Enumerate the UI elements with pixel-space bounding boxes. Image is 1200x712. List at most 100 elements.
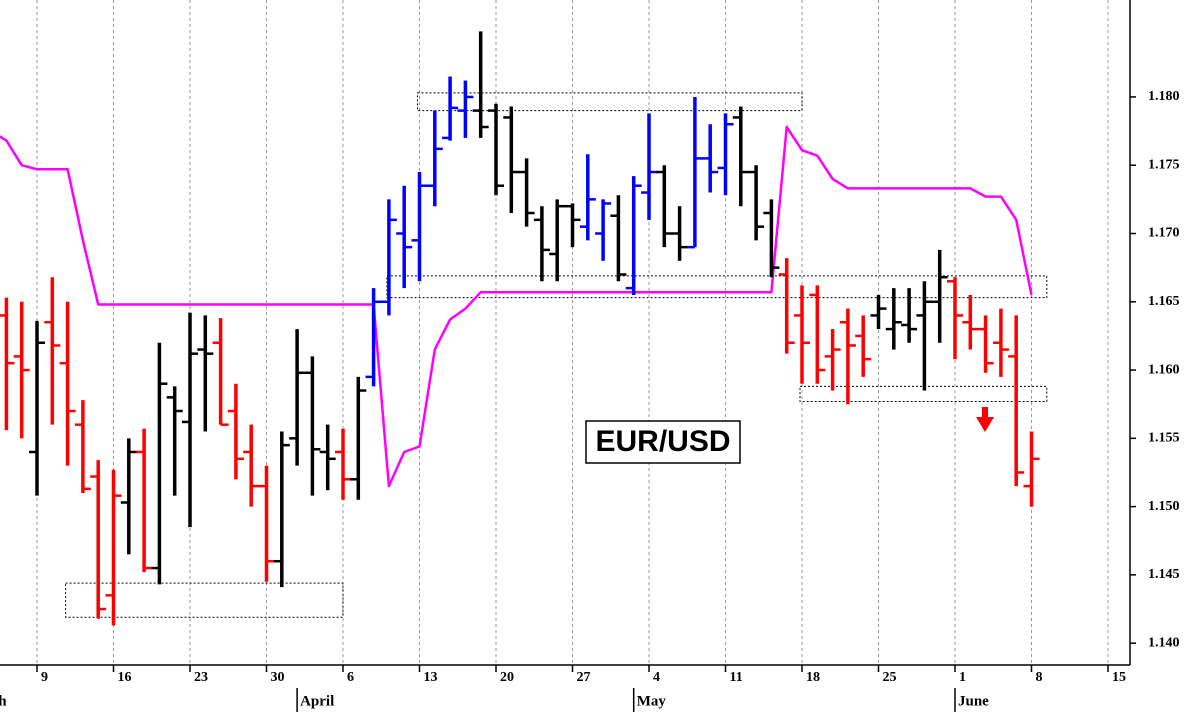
ohlc-bar — [1023, 431, 1040, 507]
ohlc-bar — [304, 356, 321, 496]
ohlc-bar — [503, 106, 520, 214]
y-tick-label: 1.180 — [1148, 89, 1180, 104]
x-tick-label: 8 — [1036, 670, 1043, 685]
ohlc-bar — [488, 103, 504, 196]
y-tick-label: 1.150 — [1148, 499, 1180, 514]
ohlc-bar — [763, 199, 780, 278]
ohlc-bar — [901, 288, 918, 343]
ohlc-bar — [44, 277, 61, 425]
ohlc-bar — [579, 154, 596, 241]
x-tick-label: 11 — [730, 670, 743, 685]
range-box — [417, 92, 803, 112]
ohlc-bar — [319, 424, 336, 491]
x-tick-label: 23 — [194, 670, 208, 685]
y-tick-label: 1.175 — [1148, 157, 1180, 172]
ohlc-bar — [380, 199, 397, 316]
ohlc-bar — [13, 301, 30, 439]
indicator-line — [0, 125, 1033, 488]
ohlc-bar — [595, 199, 612, 261]
ohlc-bar — [824, 329, 841, 391]
ohlc-bar — [59, 301, 76, 466]
range-box — [799, 385, 1048, 402]
x-tick-label: 9 — [41, 670, 48, 685]
ohlc-bar — [702, 124, 719, 193]
y-tick-label: 1.140 — [1148, 635, 1180, 650]
ohlc-bar — [641, 113, 657, 220]
ohlc-bar — [656, 165, 673, 248]
y-tick-label: 1.145 — [1148, 567, 1180, 582]
ohlc-bar — [809, 285, 826, 384]
ohlc-bar — [411, 172, 428, 282]
x-tick-label: 4 — [653, 670, 660, 685]
ohlc-bar — [120, 438, 137, 555]
ohlc-bar — [197, 315, 214, 432]
ohlc-bar — [962, 294, 979, 350]
ohlc-bar — [947, 277, 963, 360]
x-tick-label: 6 — [347, 670, 354, 685]
ohlc-bar — [839, 308, 856, 405]
ohlc-bar — [396, 185, 413, 289]
ohlc-bar — [916, 281, 933, 391]
arrow — [976, 407, 994, 432]
ohlc-bar — [243, 424, 260, 507]
ohlc-bar — [564, 203, 581, 248]
ohlc-bar — [258, 465, 275, 582]
y-tick-label: 1.170 — [1148, 226, 1180, 241]
x-tick-label: 16 — [118, 670, 132, 685]
ohlc-bar — [365, 288, 382, 387]
ohlc-bar — [105, 469, 122, 626]
ohlc-bar — [457, 80, 474, 138]
chart-title: EUR/USD — [595, 425, 730, 458]
range-box — [386, 275, 1048, 299]
ohlc-bar — [885, 288, 902, 350]
ohlc-bar — [1008, 315, 1025, 487]
ohlc-bar — [870, 294, 887, 330]
x-tick-label: 1 — [959, 670, 966, 685]
ohlc-bar — [289, 329, 306, 466]
ohlc-bar — [212, 318, 229, 426]
title-box — [585, 420, 741, 464]
ohlc-bar — [732, 106, 749, 207]
ohlc-bar — [977, 315, 994, 373]
ohlc-bar — [472, 31, 489, 138]
ohlc-bar — [335, 428, 351, 500]
ohlc-bar — [350, 376, 367, 500]
ohlc-bar — [166, 386, 183, 496]
ohlc-bar — [794, 285, 810, 384]
ohlc-bar — [0, 297, 15, 431]
ohlc-bar — [90, 460, 107, 619]
x-tick-label: 25 — [883, 670, 897, 685]
ohlc-bar — [442, 76, 459, 141]
x-tick-label: 30 — [271, 670, 285, 685]
ohlc-bar — [533, 206, 550, 282]
ohlc-bar — [74, 400, 91, 493]
ohlc-bar — [778, 258, 795, 354]
month-label: June — [958, 693, 989, 709]
month-label: April — [300, 693, 334, 709]
ohlc-bar — [136, 428, 153, 573]
ohlc-bar — [717, 113, 734, 196]
ohlc-bar — [182, 312, 198, 528]
x-tick-label: 18 — [806, 670, 820, 685]
ohlc-bar — [518, 158, 535, 227]
ohlc-bar — [855, 315, 872, 377]
arrow-head — [976, 417, 994, 432]
y-tick-label: 1.160 — [1148, 362, 1180, 377]
x-tick-label: 27 — [577, 670, 591, 685]
month-label: March — [0, 693, 7, 709]
ohlc-bar — [748, 165, 765, 241]
y-tick-label: 1.155 — [1148, 431, 1180, 446]
ohlc-bar — [426, 110, 443, 207]
ohlc-bar — [227, 383, 244, 480]
ohlc-bar — [549, 199, 566, 282]
ohlc-bar — [671, 206, 688, 261]
y-tick-label: 1.165 — [1148, 294, 1180, 309]
x-tick-label: 20 — [500, 670, 514, 685]
arrow-shaft — [982, 407, 988, 418]
ohlc-bar — [29, 320, 45, 496]
ohlc-bar — [625, 176, 642, 295]
ohlc-bar — [610, 195, 627, 282]
ohlc-bar — [992, 308, 1009, 377]
ohlc-bar — [151, 342, 168, 585]
x-tick-label: 15 — [1112, 670, 1126, 685]
